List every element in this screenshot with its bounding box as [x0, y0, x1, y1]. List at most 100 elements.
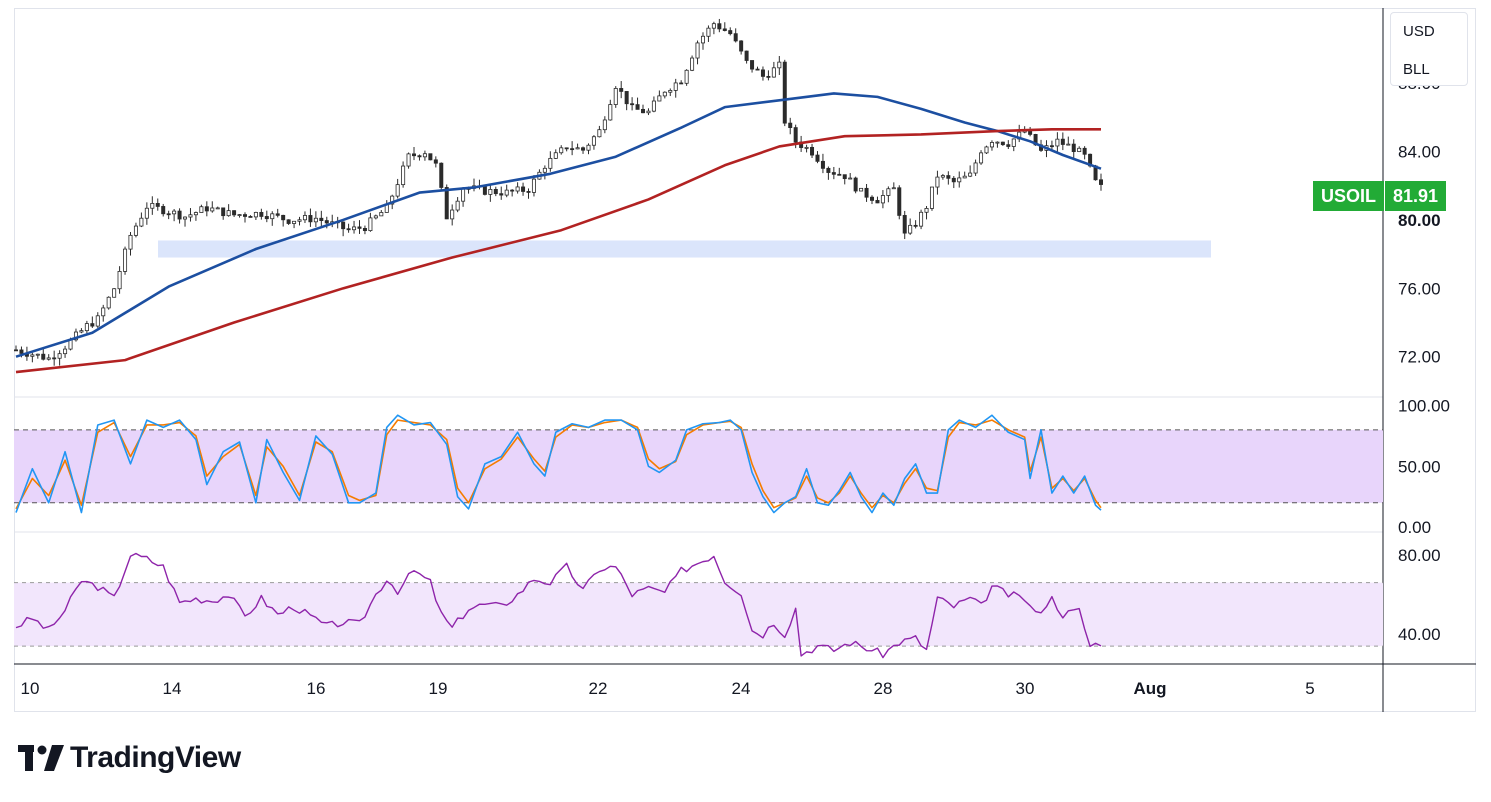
tradingview-logo[interactable]: TradingView — [18, 738, 241, 778]
candle-body — [842, 174, 847, 180]
candle-body — [493, 189, 498, 195]
candle-body — [510, 189, 515, 192]
stochastic-tick-label: 0.00 — [1398, 518, 1431, 537]
currency-unit-box[interactable]: USD BLL — [1390, 12, 1468, 86]
candle-body — [253, 211, 258, 218]
candle-body — [302, 215, 307, 221]
candle-body — [897, 187, 902, 216]
candle-body — [101, 307, 106, 317]
candle-body — [368, 217, 373, 232]
candle-body — [581, 147, 586, 151]
candle-body — [313, 217, 318, 223]
candle-body — [455, 200, 460, 211]
candle-body — [902, 215, 907, 234]
candle-body — [521, 186, 526, 192]
candle-body — [690, 57, 695, 71]
candle-body — [439, 162, 444, 188]
candle-body — [946, 175, 951, 179]
candle-body — [908, 224, 913, 234]
candle-body — [63, 348, 68, 355]
candle-body — [771, 67, 776, 78]
candle-body — [499, 193, 504, 196]
stochastic-tick-label: 100.00 — [1398, 397, 1450, 416]
candle-body — [1082, 147, 1087, 155]
candle-body — [591, 136, 596, 146]
candle-body — [739, 40, 744, 52]
candle-body — [210, 207, 215, 212]
candle-body — [984, 146, 989, 154]
candle-body — [144, 207, 149, 219]
candle-body — [1000, 141, 1005, 146]
candle-body — [324, 220, 329, 224]
candle-body — [979, 152, 984, 164]
candle-body — [357, 226, 362, 229]
candle-body — [286, 219, 291, 224]
candle-body — [13, 349, 18, 352]
candle-body — [613, 88, 618, 105]
price-tick-label: 76.00 — [1398, 279, 1441, 298]
candle-body — [602, 119, 607, 131]
candle-body — [859, 187, 864, 192]
candle-body — [586, 144, 591, 151]
candle-body — [461, 188, 466, 202]
candle-body — [750, 60, 755, 70]
candle-body — [30, 354, 35, 357]
candle-body — [684, 69, 689, 84]
candle-body — [428, 153, 433, 161]
candle-body — [526, 191, 531, 193]
candle-body — [575, 147, 580, 150]
candle-body — [700, 35, 705, 44]
candle-body — [957, 177, 962, 183]
candle-body — [913, 224, 918, 227]
candle-body — [886, 188, 891, 196]
candle-body — [744, 50, 749, 61]
tradingview-logo-text: TradingView — [70, 741, 241, 774]
candle-body — [379, 212, 384, 217]
candle-body — [810, 146, 815, 156]
rsi-tick-label: 80.00 — [1398, 546, 1441, 565]
candle-body — [766, 75, 771, 78]
candle-body — [542, 167, 547, 173]
candle-body — [1066, 143, 1071, 146]
candle-body — [117, 271, 122, 290]
candle-body — [346, 228, 351, 231]
candle-body — [373, 215, 378, 219]
candle-body — [150, 203, 155, 209]
candle-body — [41, 353, 46, 360]
rsi-line — [15, 552, 1102, 659]
date-tick-label: 5 — [1305, 679, 1314, 698]
candle-body — [815, 154, 820, 162]
candle-body — [161, 206, 166, 215]
candle-body — [880, 195, 885, 204]
candle-body — [1060, 138, 1065, 145]
candle-body — [264, 216, 269, 220]
candle-body — [128, 234, 133, 250]
candle-body — [929, 186, 934, 209]
candle-body — [820, 160, 825, 169]
candle-body — [635, 104, 640, 110]
candle-body — [548, 157, 553, 169]
candle-body — [962, 175, 967, 179]
candle-body — [215, 207, 220, 210]
candle-body — [488, 189, 493, 195]
candle-body — [52, 357, 57, 360]
candle-body — [695, 42, 700, 59]
currency-label: USD — [1403, 23, 1435, 40]
date-tick-label: 16 — [307, 679, 326, 698]
stochastic-tick-label: 50.00 — [1398, 457, 1441, 476]
unit-label: BLL — [1403, 61, 1430, 78]
tradingview-logo-icon — [18, 745, 64, 771]
candle-body — [292, 220, 297, 224]
candle-body — [221, 207, 226, 217]
candle-body — [777, 61, 782, 69]
candle-body — [570, 148, 575, 151]
stochastic-band — [14, 429, 1383, 503]
candle-body — [433, 159, 438, 164]
price-tag-symbol: USOIL — [1313, 181, 1385, 211]
candle-body — [188, 214, 193, 218]
candle-body — [390, 195, 395, 205]
candle-body — [733, 33, 738, 42]
date-tick-label: 28 — [874, 679, 893, 698]
candle-body — [139, 217, 144, 227]
